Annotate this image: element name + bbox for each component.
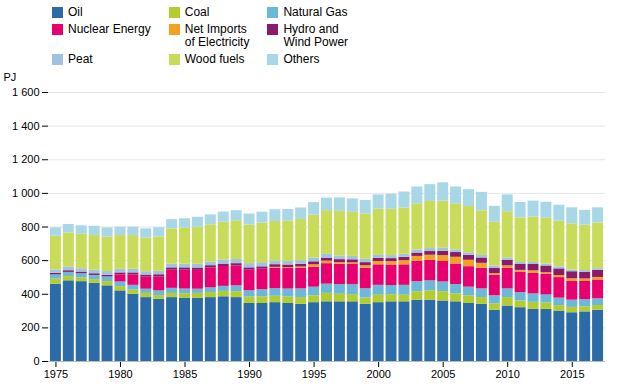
svg-text:200: 200: [21, 321, 39, 333]
svg-text:800: 800: [21, 221, 39, 233]
svg-text:1 600: 1 600: [12, 86, 40, 98]
svg-text:600: 600: [21, 254, 39, 266]
html-text:Others: Others: [283, 52, 320, 66]
svg-text:2000: 2000: [366, 368, 390, 380]
svg-text:1985: 1985: [173, 368, 197, 380]
svg-text:1980: 1980: [108, 368, 132, 380]
svg-text:1 400: 1 400: [12, 120, 40, 132]
svg-text:2010: 2010: [495, 368, 519, 380]
svg-text:1990: 1990: [237, 368, 261, 380]
svg-text:2015: 2015: [560, 368, 584, 380]
html-text:Coal: Coal: [184, 5, 210, 19]
html-text:Net Imports of Electricity: Net Imports of Electricity: [184, 22, 250, 49]
html-text:Nuclear Energy: Nuclear Energy: [68, 22, 151, 36]
html-text:Hydro and Wind Power: Hydro and Wind Power: [283, 22, 349, 49]
svg-text:400: 400: [21, 288, 39, 300]
svg-text:1975: 1975: [44, 368, 68, 380]
svg-text:2005: 2005: [431, 368, 455, 380]
svg-text:0: 0: [33, 355, 39, 367]
html-text:Wood fuels: Wood fuels: [184, 52, 245, 66]
html-text:Natural Gas: Natural Gas: [283, 5, 348, 19]
svg-text:1995: 1995: [302, 368, 326, 380]
svg-text:1 200: 1 200: [12, 153, 40, 165]
svg-text:1 000: 1 000: [12, 187, 40, 199]
html-text:Peat: Peat: [68, 52, 93, 66]
html-text:Oil: Oil: [68, 5, 83, 19]
svg-text:PJ: PJ: [4, 71, 17, 83]
